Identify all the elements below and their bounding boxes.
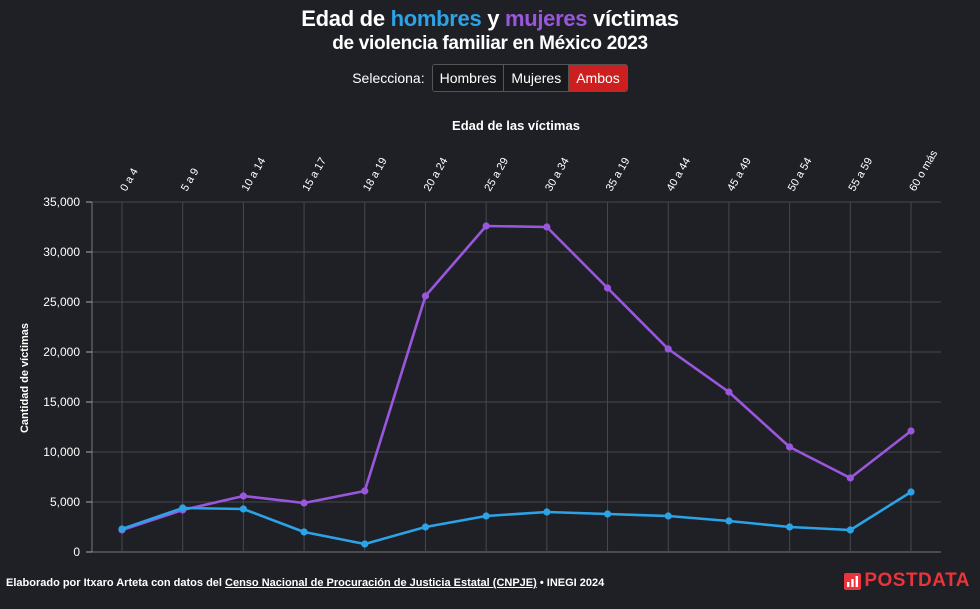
data-point-mujeres [482,222,490,230]
selector-label: Selecciona: [352,70,425,86]
data-point-mujeres [907,427,915,435]
footer-source-link[interactable]: Censo Nacional de Procuración de Justici… [225,577,537,589]
data-point-hombres [725,517,733,525]
x-tick-label: 0 a 4 [118,166,141,193]
data-point-hombres [421,523,430,531]
postdata-logo: POSTDATA [844,570,970,592]
x-tick-label: 20 a 24 [422,156,451,194]
x-tick-label: 50 a 54 [786,156,815,194]
y-tick-label: 0 [73,545,80,559]
grid [91,201,941,553]
data-point-hombres [664,512,672,520]
data-point-hombres [846,526,854,534]
title-hombres: hombres [390,6,482,31]
y-tick-label: 25,000 [43,295,80,309]
y-tick-labels: 0 5,000 10,000 15,000 20,000 25,000 30,000 35,0… [43,195,92,559]
data-point-mujeres [603,284,612,292]
series-selector: Selecciona: Hombres Mujeres Ambos [0,64,980,92]
x-tick-label: 45 a 49 [725,156,754,194]
footer-credit: Elaborado por Itxaro Arteta con datos de… [6,577,604,589]
data-point-mujeres [239,492,247,500]
y-tick-label: 10,000 [43,445,80,459]
x-axis-title: Edad de las víctimas [452,118,580,133]
hombres-button[interactable]: Hombres [432,65,505,91]
x-tick-label: 60 o más [907,148,940,194]
series-line-hombres [121,490,912,546]
series [118,222,915,548]
data-point-hombres [907,488,915,496]
title-text-and: y [481,6,505,31]
x-tick-labels: 0 a 4 5 a 9 10 a 14 15 a 17 18 a 19 20 a 24 25… [118,148,940,194]
y-tick-label: 20,000 [43,345,80,359]
y-tick-label: 15,000 [43,395,80,409]
data-point-hombres [786,523,794,531]
bar-chart-icon [844,572,862,590]
footer-suffix: • INEGI 2024 [536,577,605,589]
title-text: Edad de [301,6,391,31]
title-text-victims: víctimas [587,6,679,31]
data-point-mujeres [846,474,854,482]
data-point-mujeres [543,223,551,231]
x-tick-label: 35 a 19 [604,156,633,194]
y-tick-label: 35,000 [43,195,80,209]
data-point-mujeres [664,345,672,353]
chart-title: Edad de hombres y mujeres víctimas [0,6,980,32]
x-tick-label: 18 a 19 [361,156,390,194]
y-axis-title: Cantidad de víctimas [19,323,31,433]
x-tick-label: 40 a 44 [664,156,693,194]
data-point-mujeres [725,388,733,396]
mujeres-button[interactable]: Mujeres [504,65,570,91]
data-point-hombres [118,525,126,533]
data-point-hombres [543,508,551,516]
data-point-mujeres [421,292,430,300]
data-point-mujeres [361,487,369,495]
footer-prefix: Elaborado por Itxaro Arteta con datos de… [6,577,226,589]
x-tick-label: 30 a 34 [543,156,572,194]
x-tick-label: 15 a 17 [300,156,329,194]
x-tick-label: 10 a 14 [240,156,269,194]
ambos-button[interactable]: Ambos [569,65,627,91]
x-tick-label: 55 a 59 [847,156,876,194]
data-point-hombres [300,528,308,536]
data-point-hombres [603,510,612,518]
chart-subtitle: de violencia familiar en México 2023 [332,33,648,54]
y-tick-label: 5,000 [50,495,80,509]
y-tick-label: 30,000 [43,245,80,259]
selector-button-group: Hombres Mujeres Ambos [431,64,628,92]
x-tick-label: 5 a 9 [179,166,202,193]
data-point-mujeres [786,443,794,451]
x-tick-label: 25 a 29 [482,156,511,194]
data-point-hombres [361,540,369,548]
data-point-mujeres [300,499,308,507]
brand-name: POSTDATA [864,570,970,591]
data-point-hombres [239,505,247,513]
series-line-mujeres [121,224,912,532]
data-point-hombres [179,504,187,512]
title-mujeres: mujeres [504,6,588,31]
data-point-hombres [482,512,490,520]
